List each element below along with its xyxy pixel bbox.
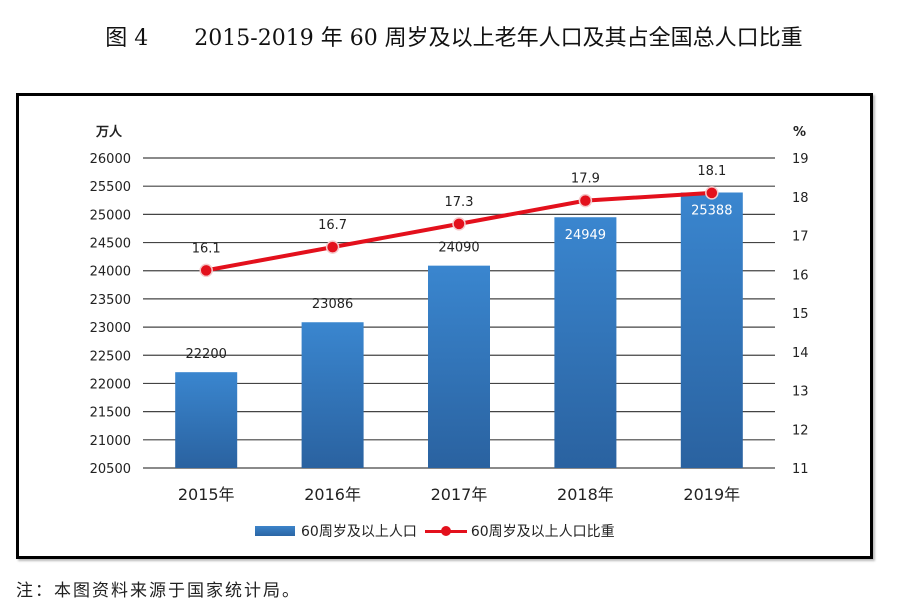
line-data-label: 17.3 — [445, 195, 474, 210]
left-tick-label: 20500 — [90, 462, 131, 477]
left-tick-label: 25000 — [90, 208, 131, 223]
right-tick-label: 16 — [792, 268, 809, 283]
left-tick-label: 26000 — [90, 152, 131, 167]
line-data-label: 16.1 — [192, 241, 221, 256]
line-point — [452, 217, 466, 231]
source-note: 注：本图资料来源于国家统计局。 — [16, 581, 301, 601]
category-label: 2017年 — [431, 485, 488, 504]
right-tick-label: 18 — [792, 191, 809, 206]
right-tick-label: 11 — [792, 462, 809, 477]
line-data-label: 17.9 — [571, 172, 600, 187]
legend-line-label: 60周岁及以上人口比重 — [470, 524, 615, 540]
left-tick-label: 24500 — [90, 237, 131, 252]
bar-data-label: 22200 — [186, 347, 227, 362]
legend-line-swatch — [424, 525, 467, 537]
legend: 60周岁及以上人口 60周岁及以上人口比重 — [255, 521, 615, 541]
line-data-label: 16.7 — [318, 218, 347, 233]
line-data-label: 18.1 — [697, 164, 726, 179]
left-tick-label: 21500 — [90, 406, 131, 421]
left-tick-label: 25500 — [90, 180, 131, 195]
figure-title-text: 2015-2019 年 60 周岁及以上老年人口及其占全国总人口比重 — [194, 26, 803, 51]
category-label: 2018年 — [557, 485, 614, 504]
left-tick-label: 23500 — [90, 293, 131, 308]
bar-data-label: 25388 — [691, 203, 732, 218]
right-tick-label: 17 — [792, 230, 809, 245]
left-tick-label: 22000 — [90, 377, 131, 392]
figure-number: 图 4 — [105, 26, 149, 51]
figure-title: 图 4 2015-2019 年 60 周岁及以上老年人口及其占全国总人口比重 — [0, 20, 908, 52]
left-tick-label: 24000 — [90, 265, 131, 280]
category-label: 2015年 — [178, 485, 235, 504]
right-tick-label: 14 — [792, 346, 809, 361]
line-point — [578, 193, 593, 208]
legend-bar-swatch — [255, 526, 295, 536]
left-tick-label: 22500 — [90, 349, 131, 364]
bar-series — [175, 192, 743, 468]
right-tick-label: 15 — [792, 307, 809, 322]
right-tick-label: 13 — [792, 385, 809, 400]
line-point — [199, 263, 213, 278]
line-point — [705, 186, 719, 200]
bar — [554, 217, 617, 468]
left-tick-label: 21000 — [90, 434, 131, 449]
right-tick-label: 12 — [792, 423, 809, 438]
left-axis-unit: 万人 — [95, 124, 123, 140]
bar — [428, 265, 490, 468]
data-labels: 22200 23086 24090 24949 25388 16.1 16.7 17.3 17.… — [186, 164, 733, 362]
legend-bar-label: 60周岁及以上人口 — [301, 524, 417, 540]
axes: 20500 21000 21500 22000 22500 23000 23500 24000… — [90, 124, 809, 504]
left-tick-label: 23000 — [90, 321, 131, 336]
category-label: 2019年 — [683, 485, 740, 504]
bar-data-label: 24949 — [565, 228, 606, 243]
right-axis-unit: % — [793, 125, 806, 140]
bar — [680, 192, 743, 468]
line-point — [325, 240, 340, 254]
category-label: 2016年 — [304, 485, 361, 504]
bar — [175, 372, 238, 468]
right-tick-label: 19 — [792, 152, 809, 167]
bar-data-label: 23086 — [312, 297, 353, 312]
bar-data-label: 24090 — [438, 241, 479, 256]
bar — [301, 322, 364, 468]
line-series — [199, 186, 719, 278]
